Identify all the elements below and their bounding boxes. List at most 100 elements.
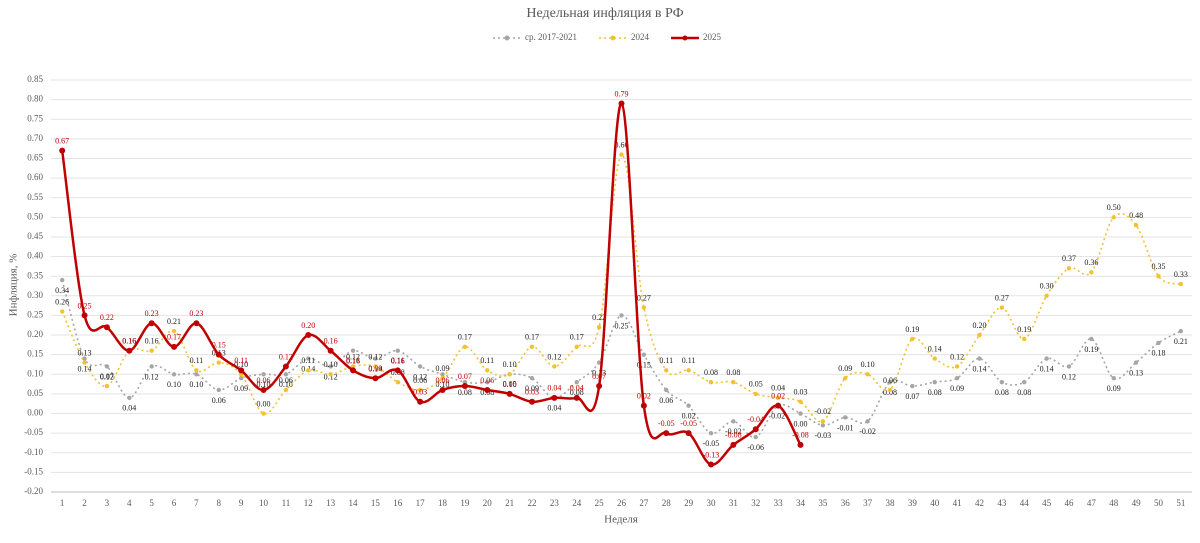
series-point (261, 372, 266, 377)
data-label: 0.12 (950, 352, 964, 361)
x-tick-label: 9 (239, 498, 244, 508)
data-label: 0.08 (928, 388, 942, 397)
x-tick-label: 29 (684, 498, 694, 508)
series-point (775, 395, 781, 401)
series-point (999, 379, 1005, 385)
x-tick-label: 26 (617, 498, 627, 508)
x-tick-label: 43 (997, 498, 1007, 508)
data-label: 0.21 (1174, 337, 1188, 346)
x-tick-label: 34 (796, 498, 806, 508)
x-tick-label: 47 (1087, 498, 1097, 508)
series-point (126, 347, 133, 354)
series-point (238, 367, 245, 374)
series-point (82, 360, 87, 365)
data-label: 0.11 (301, 356, 315, 365)
series-point (260, 386, 267, 393)
x-tick-label: 50 (1154, 498, 1164, 508)
y-tick-label: 0.35 (27, 270, 43, 280)
series-point (932, 379, 937, 385)
data-label: 0.25 (615, 321, 629, 330)
series-point (171, 372, 177, 377)
series-point (1178, 281, 1184, 287)
data-label: 0.08 (883, 388, 897, 397)
data-label: 0.10 (861, 360, 875, 369)
series-point (731, 379, 736, 385)
data-label: 0.14 (368, 364, 382, 373)
data-label: 0.12 (368, 352, 382, 361)
data-label: 0.09 (368, 364, 382, 373)
data-label: 0.10 (167, 380, 181, 389)
data-label: 0.27 (637, 293, 651, 302)
series-point (775, 402, 782, 409)
data-label: 0.03 (793, 388, 807, 397)
y-tick-label: 0.00 (27, 408, 43, 418)
series-point (283, 387, 289, 393)
series-point (440, 376, 445, 381)
data-label: 0.10 (503, 380, 517, 389)
data-label: 0.12 (413, 372, 427, 381)
data-label: 0.06 (279, 376, 293, 385)
series-point (529, 376, 535, 381)
y-axis-label: Инфляция, % (8, 254, 20, 317)
x-tick-label: 31 (729, 498, 738, 508)
data-label: 0.15 (637, 360, 651, 369)
series-point (171, 343, 178, 350)
legend-label: ср. 2017-2021 (525, 32, 577, 42)
series-point (261, 411, 266, 416)
series-point (238, 372, 244, 377)
data-label: -0.13 (703, 450, 720, 459)
series-point (954, 364, 960, 369)
series-point (640, 402, 647, 409)
series-point (731, 419, 736, 424)
x-tick-label: 13 (326, 498, 336, 508)
series-point (865, 372, 870, 377)
legend-marker (610, 35, 616, 41)
series-point (305, 332, 312, 339)
series-point (664, 387, 669, 393)
data-label: 0.12 (100, 372, 114, 381)
x-tick-label: 35 (818, 498, 828, 508)
series-point (1044, 356, 1049, 361)
y-tick-label: 0.85 (27, 74, 43, 84)
series-point (686, 403, 691, 408)
data-label: 0.27 (995, 293, 1009, 302)
data-label: 0.11 (480, 356, 494, 365)
data-label: 0.16 (122, 337, 136, 346)
data-label: 0.10 (234, 360, 248, 369)
series-point (619, 313, 624, 318)
series-point (820, 423, 826, 428)
data-label: 0.17 (458, 333, 472, 342)
series-point (596, 325, 602, 330)
x-tick-label: 14 (349, 498, 359, 508)
series-point (350, 364, 356, 369)
y-tick-label: 0.45 (27, 231, 43, 241)
series-point (194, 372, 199, 377)
data-label: 0.14 (1040, 364, 1054, 373)
series-point (1111, 376, 1116, 381)
data-label: 0.09 (950, 384, 964, 393)
series-point (843, 376, 848, 381)
series-point (417, 398, 424, 405)
data-label: -0.02 (815, 407, 832, 416)
data-label: 0.12 (324, 372, 338, 381)
x-tick-label: 30 (706, 498, 716, 508)
x-tick-label: 7 (194, 498, 199, 508)
data-label: 0.11 (234, 356, 248, 365)
series-point (551, 394, 558, 401)
x-tick-label: 4 (127, 498, 132, 508)
data-label: 0.20 (301, 321, 315, 330)
data-label: 0.09 (234, 384, 248, 393)
x-tick-label: 21 (505, 498, 514, 508)
data-label: 0.07 (592, 372, 606, 381)
y-tick-label: 0.15 (27, 349, 43, 359)
series-point (194, 368, 199, 373)
x-tick-label: 18 (438, 498, 448, 508)
series-point (306, 368, 311, 373)
y-tick-label: -0.15 (24, 466, 43, 476)
x-tick-label: 16 (393, 498, 403, 508)
data-label: 0.08 (458, 388, 472, 397)
series-point (417, 387, 423, 393)
series-point (1066, 266, 1072, 271)
series-point (439, 386, 446, 393)
